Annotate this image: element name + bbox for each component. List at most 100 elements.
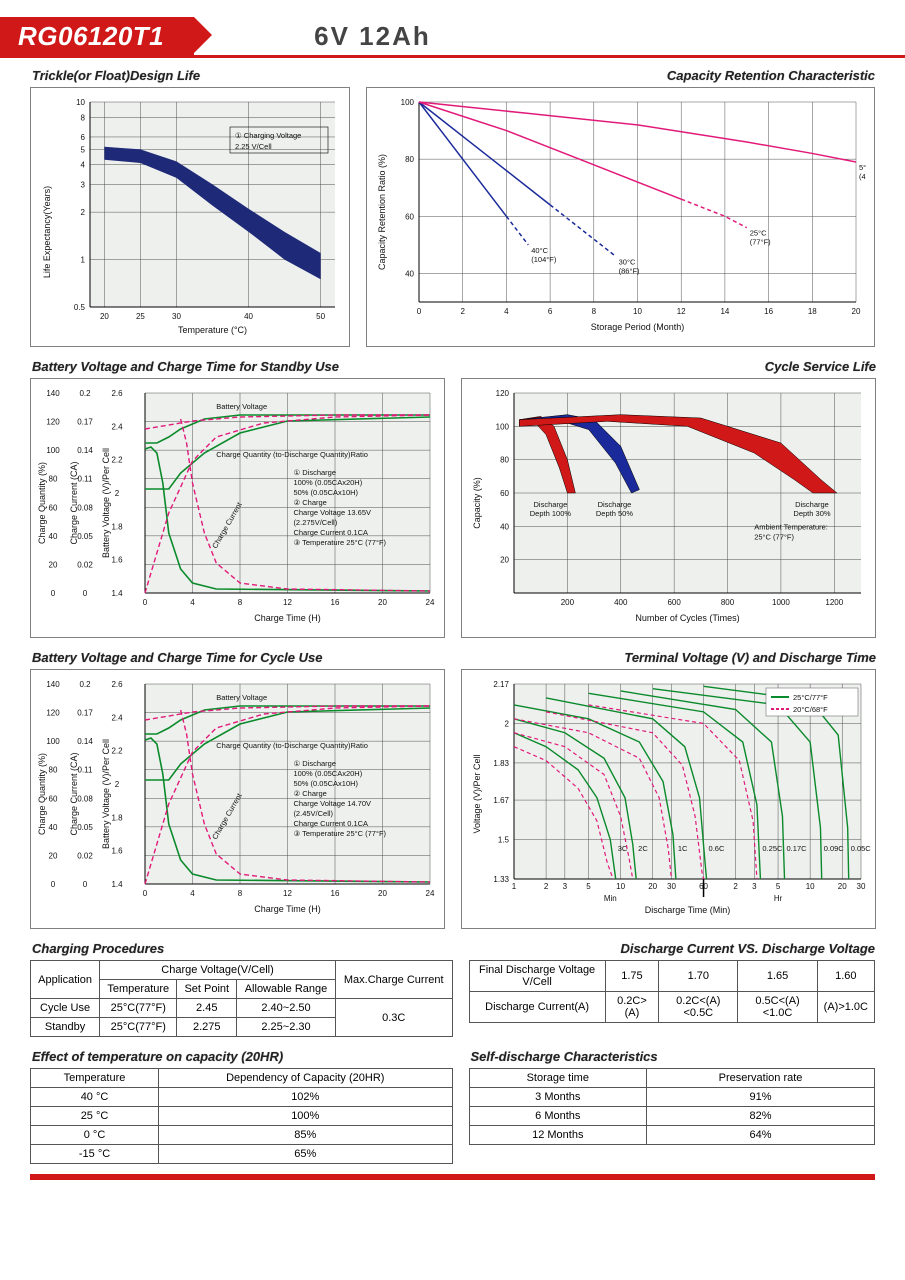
svg-text:Capacity Retention Ratio (%): Capacity Retention Ratio (%) (377, 154, 387, 270)
svg-text:25°C (77°F): 25°C (77°F) (754, 533, 794, 542)
svg-text:4: 4 (81, 161, 86, 170)
svg-text:Ambient Temperature:: Ambient Temperature: (754, 523, 828, 532)
cyclelife-title: Cycle Service Life (463, 359, 876, 374)
svg-text:40°C: 40°C (531, 246, 548, 255)
svg-text:18: 18 (808, 307, 817, 316)
svg-text:0.17: 0.17 (77, 709, 93, 718)
svg-text:Charge Time (H): Charge Time (H) (254, 904, 321, 914)
svg-text:12: 12 (283, 598, 292, 607)
svg-text:60: 60 (49, 794, 58, 803)
svg-text:12: 12 (677, 307, 686, 316)
svg-text:1.8: 1.8 (111, 813, 123, 822)
svg-text:Battery Voltage (V)/Per Cell: Battery Voltage (V)/Per Cell (101, 739, 111, 849)
svg-text:20: 20 (852, 307, 861, 316)
svg-text:3: 3 (563, 882, 568, 891)
svg-text:(77°F): (77°F) (750, 238, 771, 247)
svg-text:Storage Period (Month): Storage Period (Month) (591, 322, 685, 332)
svg-text:(41°F): (41°F) (859, 172, 866, 181)
svg-text:Hr: Hr (774, 894, 783, 903)
svg-text:6: 6 (548, 307, 553, 316)
svg-text:2.17: 2.17 (493, 680, 509, 689)
footer-accent (30, 1174, 875, 1180)
svg-text:40: 40 (244, 312, 253, 321)
svg-text:① Discharge: ① Discharge (293, 468, 336, 477)
svg-text:0.02: 0.02 (77, 560, 93, 569)
svg-text:120: 120 (46, 709, 60, 718)
svg-text:0.25C: 0.25C (762, 844, 783, 853)
svg-text:2.2: 2.2 (111, 456, 123, 465)
svg-text:0.14: 0.14 (77, 737, 93, 746)
svg-text:1.6: 1.6 (111, 556, 123, 565)
svg-text:40: 40 (405, 269, 414, 278)
svg-text:0.17: 0.17 (77, 418, 93, 427)
svg-text:Depth 100%: Depth 100% (530, 509, 572, 518)
svg-text:2: 2 (544, 882, 549, 891)
svg-text:Battery Voltage: Battery Voltage (216, 402, 267, 411)
svg-text:16: 16 (331, 598, 340, 607)
svg-text:0.02: 0.02 (77, 851, 93, 860)
svg-text:80: 80 (49, 475, 58, 484)
svg-text:② Charge: ② Charge (293, 498, 326, 507)
svg-text:0.2: 0.2 (79, 680, 91, 689)
svg-text:0.05C: 0.05C (851, 844, 871, 853)
svg-text:4: 4 (190, 889, 195, 898)
svg-text:100: 100 (46, 737, 60, 746)
svg-text:(2.275V/Cell): (2.275V/Cell) (293, 518, 337, 527)
header-bar: RG06120T1 6V 12Ah (0, 18, 905, 58)
svg-text:1: 1 (512, 882, 517, 891)
svg-text:10: 10 (76, 98, 85, 107)
selfdisch-table: Storage timePreservation rate3 Months91%… (469, 1068, 876, 1145)
trickle-title: Trickle(or Float)Design Life (32, 68, 350, 83)
svg-text:0.14: 0.14 (77, 446, 93, 455)
selfdisch-title: Self-discharge Characteristics (471, 1049, 876, 1064)
svg-text:100: 100 (401, 98, 415, 107)
svg-text:Charge Current (CA): Charge Current (CA) (69, 752, 79, 835)
svg-text:Charge Quantity (%): Charge Quantity (%) (37, 753, 47, 835)
svg-text:Capacity (%): Capacity (%) (472, 477, 482, 529)
svg-text:Charge Current 0.1CA: Charge Current 0.1CA (293, 819, 368, 828)
svg-text:8: 8 (238, 889, 243, 898)
svg-text:1200: 1200 (825, 598, 843, 607)
svg-text:80: 80 (500, 456, 509, 465)
svg-text:0.17C: 0.17C (787, 844, 808, 853)
svg-text:Charge Current 0.1CA: Charge Current 0.1CA (293, 528, 368, 537)
svg-text:5: 5 (81, 145, 86, 154)
charging-table: ApplicationCharge Voltage(V/Cell)Max.Cha… (30, 960, 453, 1037)
svg-text:50% (0.05CAx10H): 50% (0.05CAx10H) (293, 488, 358, 497)
svg-text:0.05: 0.05 (77, 823, 93, 832)
svg-text:20: 20 (648, 882, 657, 891)
svg-text:100% (0.05CAx20H): 100% (0.05CAx20H) (293, 478, 362, 487)
svg-text:0: 0 (417, 307, 422, 316)
svg-text:Min: Min (604, 894, 617, 903)
svg-text:60: 60 (405, 212, 414, 221)
svg-text:① Charging Voltage: ① Charging Voltage (235, 131, 301, 140)
svg-text:0: 0 (51, 880, 56, 889)
svg-text:140: 140 (46, 680, 60, 689)
svg-text:400: 400 (614, 598, 628, 607)
svg-text:Charge Voltage 13.65V: Charge Voltage 13.65V (293, 508, 371, 517)
svg-text:0.6C: 0.6C (709, 844, 725, 853)
svg-text:Discharge: Discharge (795, 500, 829, 509)
svg-text:30°C: 30°C (619, 257, 636, 266)
dischargetime-chart: 1.331.51.671.8322.1712351020306023510203… (461, 669, 876, 929)
svg-text:2: 2 (115, 489, 120, 498)
svg-text:5: 5 (586, 882, 591, 891)
svg-text:25°C/77°F: 25°C/77°F (793, 693, 828, 702)
svg-text:16: 16 (764, 307, 773, 316)
svg-text:50% (0.05CAx10H): 50% (0.05CAx10H) (293, 779, 358, 788)
svg-text:14: 14 (720, 307, 729, 316)
svg-text:0.08: 0.08 (77, 794, 93, 803)
svg-text:20: 20 (100, 312, 109, 321)
svg-text:2.4: 2.4 (111, 422, 123, 431)
svg-text:Charge Quantity (to-Discharge: Charge Quantity (to-Discharge Quantity)R… (216, 450, 368, 459)
spec-label: 6V 12Ah (314, 21, 431, 52)
tempcap-table: TemperatureDependency of Capacity (20HR)… (30, 1068, 453, 1164)
svg-text:2.6: 2.6 (111, 389, 123, 398)
svg-text:20: 20 (500, 556, 509, 565)
svg-text:20: 20 (838, 882, 847, 891)
svg-text:80: 80 (49, 766, 58, 775)
svg-text:Charge Current (CA): Charge Current (CA) (69, 461, 79, 544)
svg-text:③ Temperature 25°C (77°F): ③ Temperature 25°C (77°F) (293, 829, 386, 838)
svg-text:8: 8 (81, 113, 86, 122)
svg-text:800: 800 (721, 598, 735, 607)
